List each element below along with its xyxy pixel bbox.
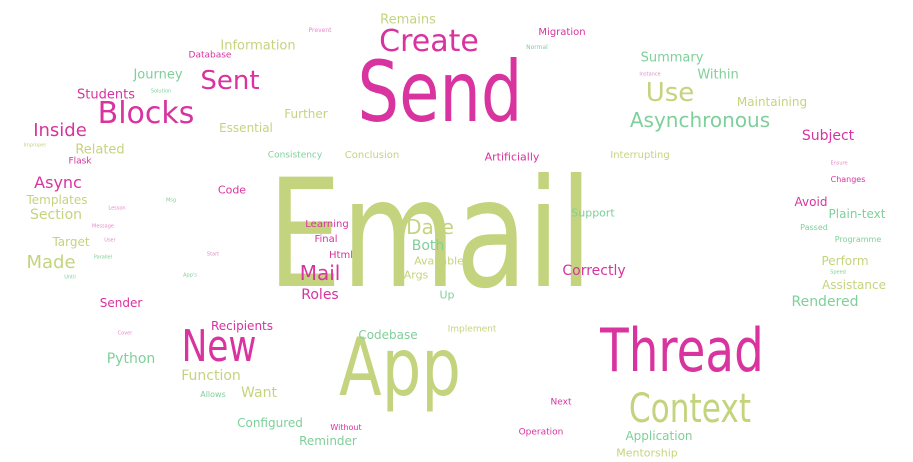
- word-lesson: Lesson: [108, 205, 126, 212]
- word-start: Start: [206, 251, 220, 258]
- word-passed: Passed: [800, 223, 828, 232]
- word-message: Message: [92, 223, 114, 230]
- word-solution: Solution: [150, 88, 172, 95]
- word-within: Within: [697, 67, 739, 83]
- word-mail: Mail: [299, 261, 341, 285]
- word-create: Create: [379, 24, 479, 59]
- word-roles: Roles: [301, 287, 339, 303]
- word-function: Function: [181, 368, 241, 384]
- word-instance: Instance: [639, 71, 661, 78]
- word-configured: Configured: [237, 416, 303, 430]
- word-artificially: Artificially: [484, 150, 540, 164]
- word-target: Target: [52, 235, 90, 249]
- word-rendered: Rendered: [791, 294, 859, 310]
- word-programme: Programme: [834, 235, 882, 244]
- word-students: Students: [77, 87, 135, 103]
- word-context: Context: [628, 386, 752, 432]
- word-async: Async: [34, 173, 82, 192]
- word-made: Made: [26, 252, 76, 273]
- word-parallel: Parallel: [93, 254, 113, 261]
- word-application: Application: [625, 429, 693, 443]
- word-use: Use: [645, 78, 695, 108]
- word-both: Both: [411, 238, 445, 254]
- word-recipients: Recipients: [210, 319, 274, 333]
- word-sender: Sender: [99, 296, 143, 310]
- word-consistency: Consistency: [267, 150, 323, 161]
- word-migration: Migration: [538, 27, 586, 38]
- word-information: Information: [220, 38, 296, 54]
- word-new: New: [181, 321, 257, 372]
- word-mentorship: Mentorship: [616, 446, 678, 460]
- word-msg: Msg: [165, 197, 177, 204]
- word-support: Support: [571, 206, 615, 220]
- word-database: Database: [188, 50, 232, 61]
- word-want: Want: [241, 385, 277, 401]
- word-conclusion: Conclusion: [344, 150, 400, 161]
- word-subject: Subject: [801, 128, 855, 144]
- word-improper: Improper: [23, 142, 47, 149]
- word-flask: Flask: [68, 156, 92, 167]
- word-ensure: Ensure: [830, 160, 848, 167]
- word-up: Up: [439, 288, 455, 302]
- word-inside: Inside: [33, 120, 87, 141]
- word-available: Available: [414, 254, 464, 268]
- word-templates: Templates: [26, 193, 88, 207]
- word-cover: Cover: [117, 330, 133, 337]
- word-email: Email: [267, 148, 593, 322]
- word-speed: Speed: [830, 269, 846, 276]
- word-maintaining: Maintaining: [736, 95, 808, 109]
- word-perform: Perform: [821, 254, 869, 268]
- word-remains: Remains: [380, 12, 436, 28]
- word-avoid: Avoid: [794, 195, 828, 209]
- word-changes: Changes: [830, 175, 866, 184]
- word-correctly: Correctly: [562, 263, 626, 279]
- word-html: Html: [329, 250, 353, 261]
- word-learning: Learning: [305, 219, 349, 230]
- word-implement: Implement: [447, 324, 497, 335]
- word-python: Python: [106, 351, 156, 367]
- word-summary: Summary: [640, 50, 704, 66]
- word-reminder: Reminder: [299, 434, 357, 448]
- word-thread: Thread: [600, 316, 764, 386]
- word-date: Date: [406, 215, 454, 239]
- word-final: Final: [314, 234, 338, 245]
- word-app: App: [339, 321, 461, 414]
- word-user: User: [104, 237, 116, 244]
- word-send: Send: [357, 43, 523, 141]
- word-normal: Normal: [526, 44, 548, 51]
- word-asynchronous: Asynchronous: [629, 108, 771, 132]
- word-plain-text: Plain-text: [828, 207, 886, 221]
- word-further: Further: [284, 107, 328, 121]
- word-args: Args: [403, 268, 429, 282]
- word-app-s: App's: [183, 272, 197, 279]
- word-blocks: Blocks: [97, 96, 195, 131]
- word-code: Code: [217, 183, 247, 197]
- word-related: Related: [75, 142, 125, 158]
- word-prevent: Prevent: [308, 27, 332, 34]
- word-interrupting: Interrupting: [610, 150, 670, 161]
- word-next: Next: [550, 397, 572, 408]
- word-assistance: Assistance: [822, 278, 886, 292]
- word-allows: Allows: [200, 390, 226, 399]
- word-essential: Essential: [219, 121, 273, 135]
- word-journey: Journey: [133, 67, 183, 83]
- word-codebase: Codebase: [358, 328, 418, 342]
- word-section: Section: [29, 207, 83, 223]
- word-sent: Sent: [200, 66, 260, 96]
- word-until: Until: [64, 274, 76, 281]
- word-operation: Operation: [518, 427, 564, 438]
- word-without: Without: [330, 423, 362, 432]
